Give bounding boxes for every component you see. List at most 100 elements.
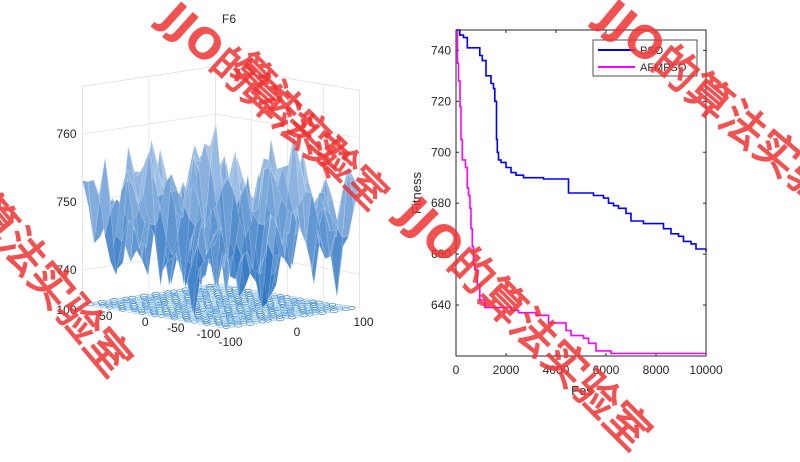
z-tick-label: 740 bbox=[56, 263, 76, 277]
contour-ring bbox=[179, 302, 188, 307]
y-tick-label: 50 bbox=[99, 309, 113, 323]
contour-ring bbox=[297, 299, 304, 304]
contour-ring bbox=[274, 306, 282, 311]
contour-ring bbox=[148, 299, 155, 304]
contour-ring bbox=[211, 302, 217, 306]
legend: PSO AFMPSO bbox=[592, 39, 698, 77]
surface-plot: F6 740 750 760 100 50 0 -50 -100-100 0 100 bbox=[56, 12, 373, 349]
contour-ring bbox=[213, 312, 220, 316]
contour-ring bbox=[211, 300, 217, 304]
contour-ring bbox=[270, 293, 278, 297]
contour-ring bbox=[264, 316, 272, 321]
contour-ring bbox=[253, 294, 259, 298]
contour-ring bbox=[201, 285, 207, 289]
contour-ring bbox=[212, 309, 220, 315]
contour-ring bbox=[180, 304, 188, 309]
x-tick-label: -100 bbox=[218, 335, 242, 349]
contour-ring bbox=[252, 291, 259, 296]
contour-ring bbox=[286, 306, 294, 312]
contour-ring bbox=[223, 302, 230, 306]
contour-ring bbox=[243, 305, 249, 310]
x-tick-label: 0 bbox=[294, 325, 301, 339]
contour-ring bbox=[135, 295, 141, 299]
contour-ring bbox=[317, 310, 327, 315]
contour-ring bbox=[232, 313, 240, 318]
contour-ring bbox=[97, 299, 107, 305]
contour-ring bbox=[296, 297, 304, 302]
contour-ring bbox=[337, 308, 343, 312]
contour-ring bbox=[342, 304, 349, 309]
contour-ring bbox=[168, 304, 175, 309]
contour-ring bbox=[170, 314, 178, 319]
contour-ring bbox=[273, 299, 279, 303]
plot-box bbox=[455, 29, 707, 357]
contour-ring bbox=[199, 307, 207, 312]
contour-ring bbox=[213, 285, 220, 290]
surface-patch bbox=[198, 143, 211, 228]
x-tick-label: 100 bbox=[353, 315, 373, 329]
contour-ring bbox=[202, 319, 211, 325]
contour-ring bbox=[244, 313, 253, 318]
y-tick-label: 680 bbox=[431, 196, 451, 210]
x-tick-label: 8000 bbox=[643, 363, 670, 377]
y-tick-label: 660 bbox=[431, 247, 451, 261]
contour-ring bbox=[105, 300, 111, 303]
contour-ring bbox=[317, 302, 323, 307]
y-tick-label: 740 bbox=[431, 43, 451, 57]
contour-ring bbox=[253, 296, 259, 300]
contour-ring bbox=[242, 303, 249, 308]
contour-projection bbox=[86, 283, 356, 329]
contour-ring bbox=[244, 307, 250, 311]
contour-ring bbox=[264, 318, 272, 323]
contour-ring bbox=[210, 298, 217, 302]
contour-ring bbox=[129, 298, 136, 302]
contour-ring bbox=[222, 322, 230, 327]
contour-ring bbox=[284, 297, 291, 301]
contour-ring bbox=[283, 295, 291, 300]
x-tick-label: 2000 bbox=[493, 363, 520, 377]
contour-ring bbox=[305, 310, 314, 315]
contour-ring bbox=[179, 297, 185, 300]
contour-ring bbox=[295, 314, 301, 318]
y-tick-label: 640 bbox=[431, 298, 451, 312]
y-tick-label: -100 bbox=[196, 327, 220, 341]
y-tick-label: 700 bbox=[431, 145, 451, 159]
legend-box bbox=[592, 39, 698, 77]
surface-patch bbox=[82, 180, 95, 244]
contour-ring bbox=[148, 301, 156, 305]
contour-ring bbox=[221, 317, 227, 321]
contour-ring bbox=[138, 310, 146, 315]
contour-ring bbox=[233, 296, 242, 301]
contour-ring bbox=[149, 303, 156, 307]
contour-ring bbox=[245, 317, 253, 322]
x-tick-label: 6000 bbox=[593, 363, 620, 377]
series-line-pso bbox=[456, 29, 707, 252]
contour-ring bbox=[170, 316, 178, 321]
convergence-lines bbox=[456, 29, 707, 355]
contour-ring bbox=[139, 293, 149, 299]
contour-ring bbox=[203, 321, 211, 326]
y-tick-label: 0 bbox=[142, 315, 149, 329]
contour-ring bbox=[309, 299, 317, 304]
y-axis-label: Fitness bbox=[409, 172, 424, 214]
contour-ring bbox=[149, 308, 159, 314]
legend-label-pso: PSO bbox=[640, 45, 664, 57]
contour-ring bbox=[290, 296, 297, 301]
contour-ring bbox=[158, 314, 165, 319]
contour-ring bbox=[128, 295, 136, 300]
contour-ring bbox=[329, 302, 336, 307]
convergence-axes: 0 2000 4000 6000 8000 10000 640 660 680 700 720 740 bbox=[431, 30, 723, 377]
z-tick-label: 760 bbox=[56, 127, 76, 141]
contour-ring bbox=[234, 322, 243, 328]
contour-ring bbox=[222, 298, 230, 303]
contour-ring bbox=[348, 306, 356, 310]
contour-ring bbox=[222, 324, 230, 329]
y-tick-label: 720 bbox=[431, 94, 451, 108]
contour-ring bbox=[263, 311, 269, 315]
contour-ring bbox=[251, 289, 259, 294]
surface-axes: 740 750 760 100 50 0 -50 -100-100 0 100 bbox=[56, 127, 373, 349]
contour-ring bbox=[285, 299, 291, 303]
contour-ring bbox=[181, 306, 188, 311]
contour-ring bbox=[277, 294, 284, 299]
